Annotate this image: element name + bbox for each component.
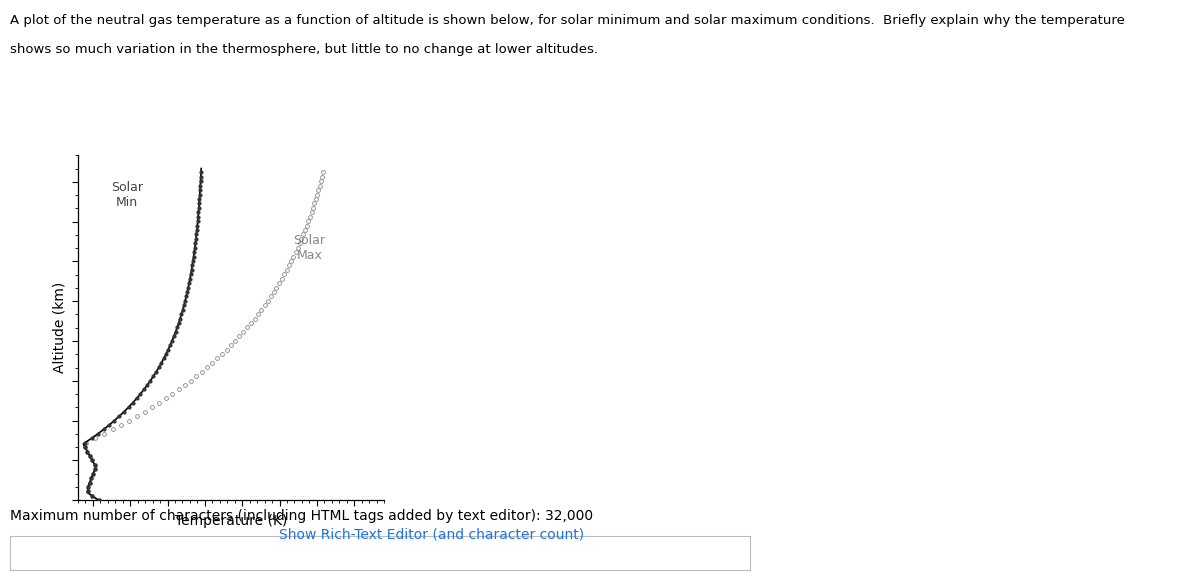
Text: Solar
Min: Solar Min	[112, 181, 143, 209]
Text: Solar
Max: Solar Max	[293, 234, 325, 262]
Text: shows so much variation in the thermosphere, but little to no change at lower al: shows so much variation in the thermosph…	[10, 43, 598, 56]
Text: A plot of the neutral gas temperature as a function of altitude is shown below, : A plot of the neutral gas temperature as…	[10, 14, 1124, 28]
X-axis label: Temperature (K): Temperature (K)	[175, 514, 287, 528]
Text: Show Rich-Text Editor (and character count): Show Rich-Text Editor (and character cou…	[280, 528, 584, 542]
Text: Maximum number of characters (including HTML tags added by text editor): 32,000: Maximum number of characters (including …	[10, 509, 593, 523]
Y-axis label: Altitude (km): Altitude (km)	[53, 282, 67, 373]
